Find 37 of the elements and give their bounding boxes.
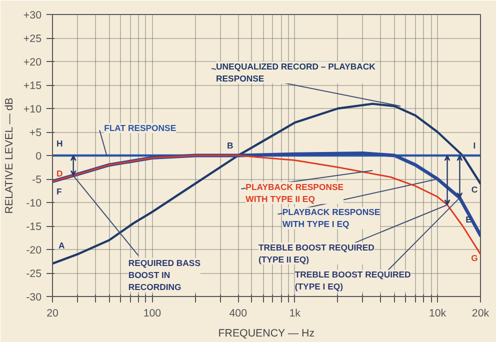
- y-tick-label: -30: [26, 292, 42, 304]
- y-tick-label: +25: [23, 33, 42, 45]
- annotation: G: [471, 253, 478, 264]
- y-tick-label: +30: [23, 10, 42, 22]
- annotation: I: [473, 140, 476, 150]
- series-label: PLAYBACK RESPONSE WITH TYPE II EQ: [246, 182, 344, 204]
- y-tick-label: -20: [26, 244, 42, 256]
- text: UNEQUALIZED RECORD – PLAYBACK RESPONSE: [216, 62, 376, 84]
- y-tick-label: +10: [23, 104, 42, 116]
- annotation: H: [56, 138, 63, 148]
- y-tick-label: -5: [32, 174, 42, 186]
- y-tick-label: -25: [26, 268, 42, 280]
- x-tick-label: 100: [143, 308, 162, 320]
- text: FLAT RESPONSE: [104, 123, 176, 134]
- x-tick-label: 20: [46, 308, 58, 320]
- x-tick-label: 10k: [428, 308, 447, 320]
- annotation: A: [58, 240, 66, 251]
- annotation: E: [466, 214, 472, 224]
- annotation: D: [56, 168, 63, 178]
- x-tick-label: 20k: [472, 308, 490, 320]
- y-tick-label: -15: [26, 221, 42, 233]
- y-tick-label: -10: [26, 198, 42, 210]
- annotation: F: [56, 186, 62, 196]
- y-tick-label: +5: [29, 127, 42, 139]
- x-axis-title: FREQUENCY — Hz: [218, 328, 315, 340]
- y-tick-label: 0: [36, 150, 42, 162]
- annotation: B: [226, 140, 234, 150]
- y-tick-label: +20: [23, 56, 42, 68]
- text: PLAYBACK RESPONSE WITH TYPE I EQ: [282, 207, 380, 230]
- y-tick-label: +15: [23, 80, 42, 92]
- x-tick-label: 400: [229, 308, 248, 320]
- annotation: REQUIRED BASS BOOST IN RECORDING: [128, 258, 201, 292]
- x-tick-label: 1k: [289, 308, 302, 320]
- annotation: TREBLE BOOST REQUIRED (TYPE I EQ): [294, 270, 411, 292]
- y-axis-title: RELATIVE LEVEL — dB: [3, 98, 16, 214]
- annotation: C: [471, 184, 478, 195]
- annotation: TREBLE BOOST REQUIRED (TYPE II EQ): [258, 242, 374, 264]
